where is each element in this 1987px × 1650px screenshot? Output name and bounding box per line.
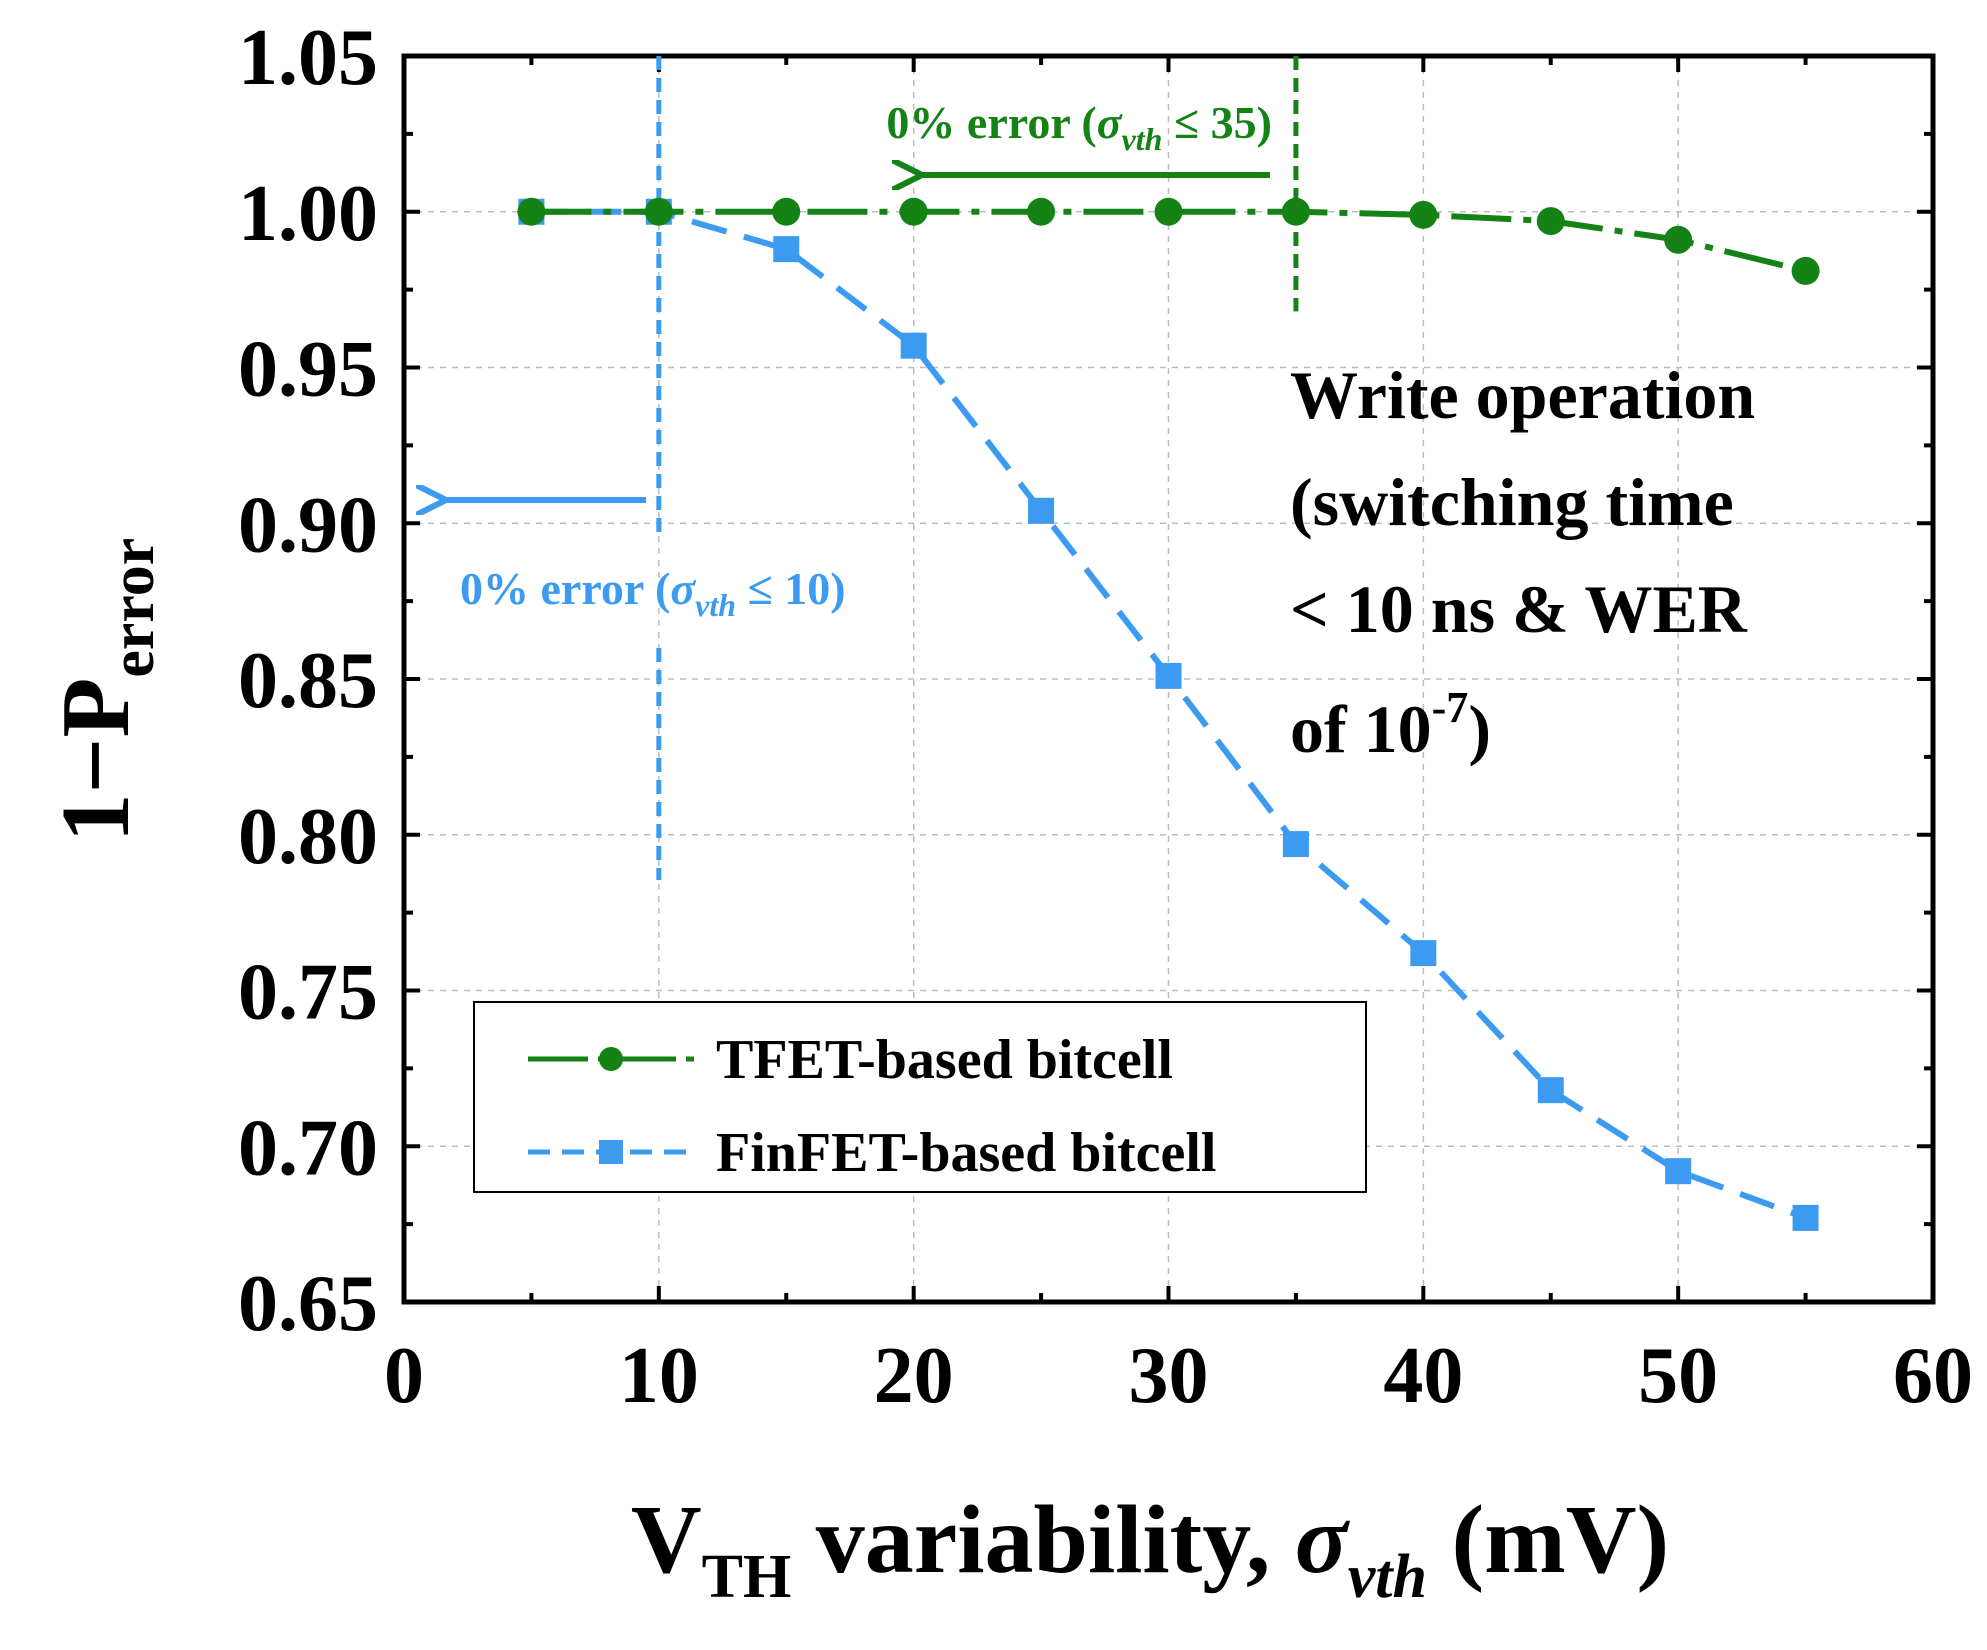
legend-label-tfet: TFET-based bitcell	[716, 1029, 1173, 1091]
finfet-data-point	[1665, 1158, 1692, 1185]
tfet-data-point	[1409, 200, 1438, 229]
x-tick-label: 0	[384, 1332, 424, 1420]
axis-ticks: 0 10 20 30 40 50 60 0.65 0.70 0.75 0.80 0.85 0.90 0.9…	[238, 14, 1973, 1420]
legend: TFET-based bitcell FinFET-based bitcell	[473, 1001, 1367, 1193]
tfet-data-point	[644, 197, 673, 226]
tfet-data-point	[772, 197, 801, 226]
tfet-data-point	[899, 197, 928, 226]
x-tick-label: 30	[1129, 1332, 1209, 1420]
finfet-data-point	[1537, 1077, 1564, 1104]
finfet-data-point	[900, 332, 927, 359]
tfet-data-point	[1154, 197, 1183, 226]
tfet-data-point	[1027, 197, 1056, 226]
finfet-data-point	[1410, 940, 1437, 967]
y-axis-title: 1−Perror	[42, 538, 167, 843]
legend-marker-tfet	[599, 1047, 623, 1071]
y-tick-label: 0.80	[238, 793, 378, 881]
tfet-data-point	[1281, 197, 1310, 226]
series-layer	[517, 197, 1820, 1231]
legend-marker-finfet	[599, 1140, 623, 1164]
x-tick-label: 50	[1638, 1332, 1718, 1420]
finfet-data-point	[1792, 1204, 1819, 1231]
finfet-data-point	[1028, 497, 1055, 524]
write-operation-note: Write operation (switching time < 10 ns …	[1290, 357, 1755, 767]
tfet-data-point	[1791, 256, 1820, 285]
y-tick-label: 0.70	[238, 1104, 378, 1192]
tfet-series-line	[531, 208, 1807, 274]
tfet-threshold-annotation: 0% error (σvth ≤ 35)	[886, 97, 1272, 157]
note-line-1: Write operation	[1290, 357, 1755, 433]
legend-label-finfet: FinFET-based bitcell	[716, 1122, 1216, 1184]
threshold-annotations	[440, 56, 1299, 880]
note-line-2: (switching time	[1290, 464, 1734, 540]
x-axis-title: VTH variability, σvth (mV)	[631, 1486, 1669, 1611]
x-tick-label: 60	[1893, 1332, 1973, 1420]
x-tick-label: 10	[619, 1332, 699, 1420]
y-tick-label: 0.90	[238, 481, 378, 569]
finfet-data-point	[1282, 831, 1309, 858]
x-tick-label: 20	[874, 1332, 954, 1420]
finfet-threshold-annotation: 0% error (σvth ≤ 10)	[460, 563, 846, 623]
y-tick-label: 0.95	[238, 326, 378, 414]
y-tick-label: 0.85	[238, 637, 378, 725]
x-tick-label: 40	[1383, 1332, 1463, 1420]
tfet-data-point	[1664, 225, 1693, 254]
y-tick-label: 1.00	[238, 170, 378, 258]
finfet-data-point	[773, 236, 800, 263]
tfet-data-point	[1536, 207, 1565, 236]
tfet-data-point	[517, 197, 546, 226]
y-tick-label: 0.75	[238, 949, 378, 1037]
note-line-4: of 10-7)	[1290, 683, 1491, 767]
note-line-3: < 10 ns & WER	[1290, 571, 1748, 647]
finfet-data-point	[1155, 662, 1182, 689]
y-tick-label: 1.05	[238, 14, 378, 102]
y-tick-label: 0.65	[238, 1260, 378, 1348]
